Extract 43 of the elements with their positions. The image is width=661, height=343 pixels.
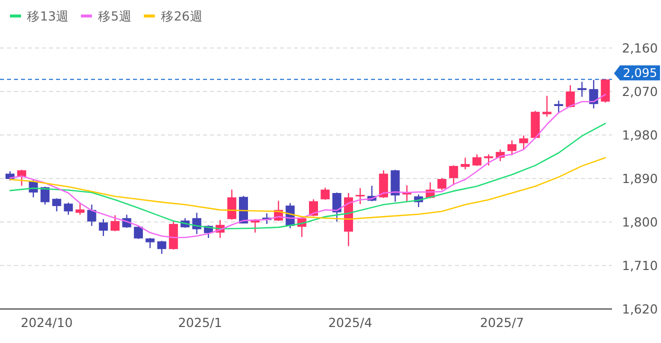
candlestick — [192, 212, 202, 235]
candlestick — [460, 157, 470, 170]
x-tick-label: 2025/1 — [178, 315, 222, 330]
ref-line-label: 2,095 — [622, 66, 658, 80]
candlestick — [309, 198, 318, 217]
y-tick-label: 1,710 — [622, 258, 658, 273]
candlestick — [227, 189, 236, 220]
x-tick-label: 2025/7 — [480, 315, 524, 330]
candlestick — [356, 188, 365, 205]
x-tick-label: 2025/4 — [328, 315, 372, 330]
candlestick — [134, 226, 143, 240]
candlestick — [566, 84, 575, 108]
legend-label: 移26週 — [160, 8, 203, 24]
y-tick-label: 1,800 — [622, 214, 658, 230]
candlestick — [437, 177, 446, 191]
candlestick — [402, 184, 412, 202]
candlestick — [52, 198, 62, 212]
candlestick — [87, 204, 96, 226]
x-tick-label: 2024/10 — [20, 315, 73, 330]
y-tick-label: 1,620 — [622, 302, 658, 316]
legend-label: 移5週 — [98, 8, 132, 24]
candlestick — [507, 140, 516, 156]
y-tick-label: 2,160 — [622, 40, 658, 56]
candlestick — [98, 218, 108, 237]
candlestick — [577, 81, 586, 98]
candlestick — [157, 240, 166, 254]
y-tick-label: 2,070 — [622, 84, 658, 99]
candlestick — [332, 192, 342, 222]
candlestick — [64, 202, 73, 216]
candlestick — [40, 186, 50, 206]
candlestick — [519, 134, 528, 150]
candlestick — [554, 100, 564, 114]
candlestick — [449, 164, 458, 186]
legend-label: 移13週 — [27, 8, 69, 24]
candlestick — [589, 79, 598, 110]
y-tick-label: 1,890 — [622, 171, 658, 186]
candlestick — [472, 154, 482, 167]
candlestick — [76, 202, 85, 216]
candlestick — [110, 214, 120, 232]
candlestick — [379, 170, 388, 198]
y-tick-label: 1,980 — [622, 128, 658, 142]
candlestick — [146, 237, 155, 249]
candlestick — [320, 187, 330, 200]
